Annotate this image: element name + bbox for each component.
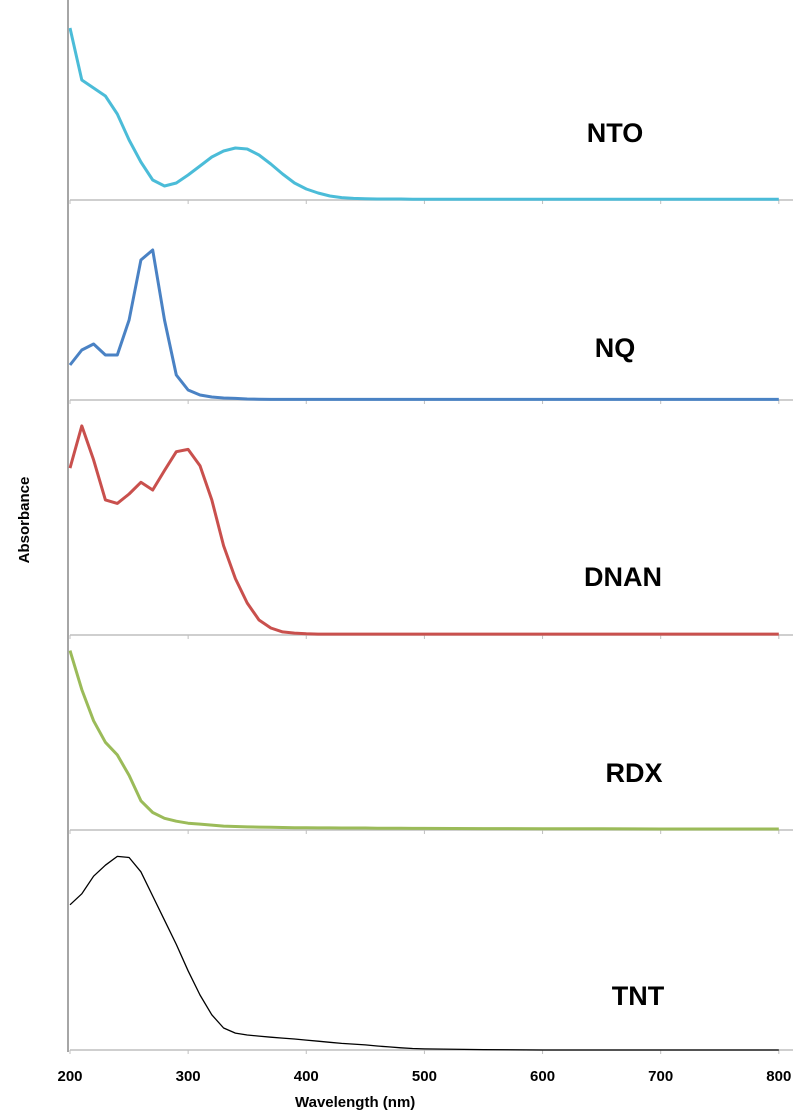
series-label: NQ xyxy=(595,333,636,363)
spectrum-line xyxy=(68,424,779,636)
spectrum-line xyxy=(68,650,779,831)
series-label: TNT xyxy=(612,981,665,1011)
spectrum-line xyxy=(68,27,779,201)
x-tick-label: 500 xyxy=(412,1068,437,1085)
x-tick-label: 800 xyxy=(766,1068,791,1085)
series-label: RDX xyxy=(605,758,662,788)
x-tick-label: 400 xyxy=(294,1068,319,1085)
x-tick-label: 200 xyxy=(57,1068,82,1085)
spectrum-line xyxy=(69,855,779,1051)
x-tick-label: 700 xyxy=(648,1068,673,1085)
spectrum-line xyxy=(68,248,779,401)
series-label: NTO xyxy=(587,118,644,148)
x-tick-label: 600 xyxy=(530,1068,555,1085)
series-label: DNAN xyxy=(584,562,662,592)
y-axis-label: Absorbance xyxy=(16,477,33,564)
x-axis-label: Wavelength (nm) xyxy=(295,1094,415,1111)
x-tick-label: 300 xyxy=(176,1068,201,1085)
